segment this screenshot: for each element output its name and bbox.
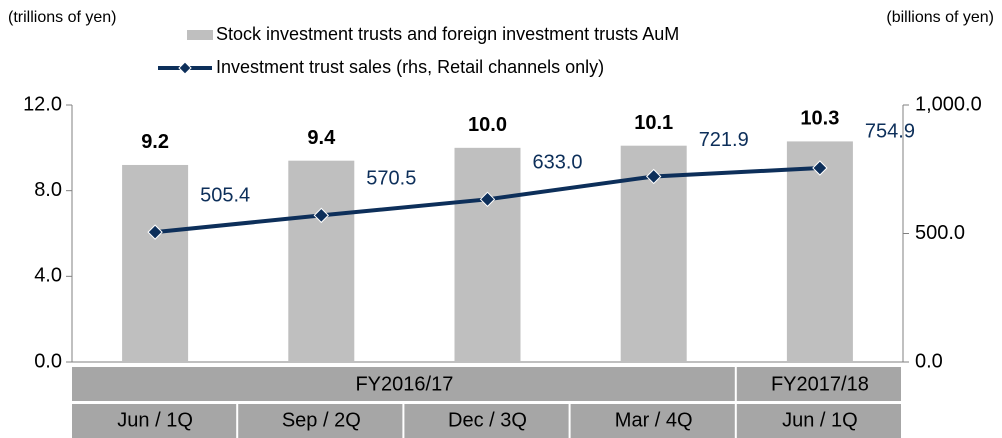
bar-label: 10.0 bbox=[468, 114, 507, 136]
legend-label: Stock investment trusts and foreign inve… bbox=[216, 24, 679, 44]
bar-label: 9.4 bbox=[307, 127, 336, 149]
line-label: 570.5 bbox=[366, 168, 416, 190]
category-cell bbox=[238, 404, 403, 438]
bar bbox=[786, 141, 853, 362]
group-cell bbox=[72, 367, 735, 401]
x-tick-label: Mar / 4Q bbox=[615, 409, 693, 431]
y-tick-label: 0.0 bbox=[34, 350, 62, 372]
line-marker bbox=[812, 160, 828, 176]
category-cell bbox=[72, 404, 237, 438]
line-marker bbox=[313, 207, 330, 224]
category-cell bbox=[570, 404, 735, 438]
y-tick-label: 4.0 bbox=[34, 265, 62, 287]
bar bbox=[454, 147, 521, 362]
x-tick-label: Dec / 3Q bbox=[448, 409, 527, 431]
bar bbox=[122, 164, 189, 362]
line-label: 721.9 bbox=[699, 129, 749, 151]
bar-label: 9.2 bbox=[141, 131, 169, 153]
line-marker bbox=[479, 191, 496, 208]
line-label: 633.0 bbox=[533, 152, 583, 174]
y2-tick-label: 1,000.0 bbox=[915, 93, 982, 115]
legend-marker bbox=[178, 61, 192, 75]
x-tick-label: Jun / 1Q bbox=[117, 409, 193, 431]
y2-tick-label: 500.0 bbox=[915, 222, 965, 244]
line-label: 505.4 bbox=[200, 184, 250, 206]
bar-label: 10.1 bbox=[634, 112, 673, 134]
line-marker bbox=[147, 224, 163, 240]
category-cell bbox=[736, 404, 901, 438]
line-label: 754.9 bbox=[865, 120, 915, 142]
bar-label: 10.3 bbox=[800, 108, 839, 130]
category-cell bbox=[404, 404, 569, 438]
legend-swatch bbox=[187, 30, 213, 40]
y-tick-label: 8.0 bbox=[34, 179, 62, 201]
y-tick-label: 12.0 bbox=[23, 93, 62, 115]
group-label: FY2017/18 bbox=[771, 373, 869, 395]
group-label: FY2016/17 bbox=[355, 373, 453, 395]
bar bbox=[288, 160, 355, 362]
x-tick-label: Jun / 1Q bbox=[782, 409, 858, 431]
legend-label: Investment trust sales (rhs, Retail chan… bbox=[216, 57, 604, 77]
group-cell bbox=[736, 367, 901, 401]
y2-tick-label: 0.0 bbox=[915, 350, 943, 372]
x-tick-label: Sep / 2Q bbox=[282, 409, 361, 431]
right-unit: (billions of yen) bbox=[886, 9, 994, 26]
left-unit: (trillions of yen) bbox=[8, 9, 116, 26]
line-marker bbox=[645, 168, 662, 185]
